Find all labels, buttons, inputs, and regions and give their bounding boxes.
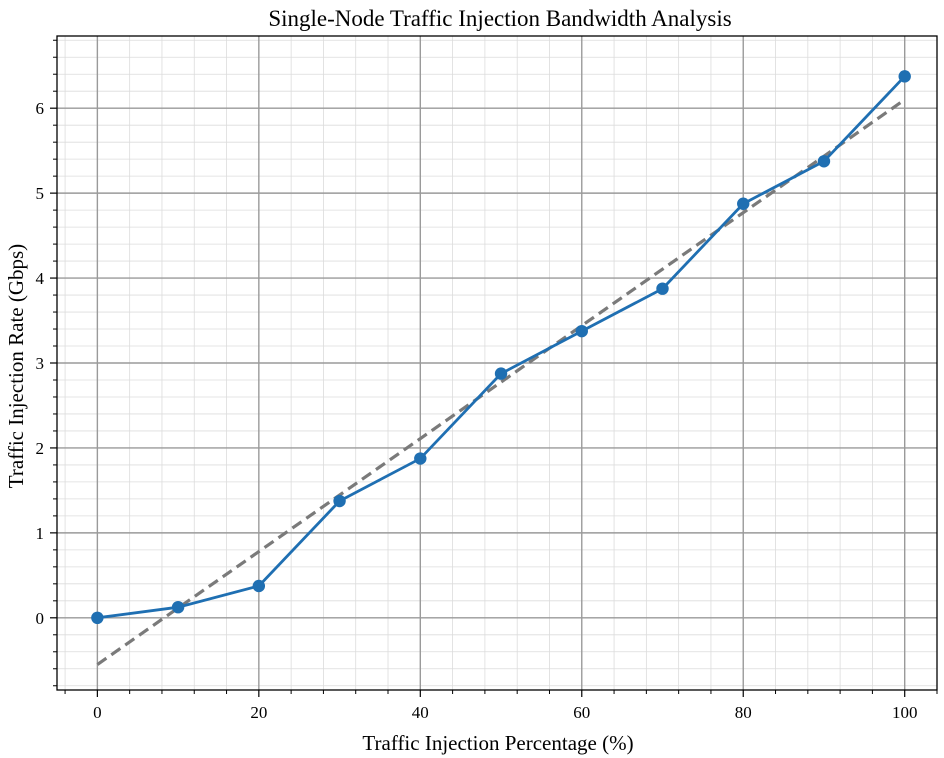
data-point xyxy=(333,494,346,508)
x-tick-label: 60 xyxy=(573,703,590,722)
y-tick-label: 1 xyxy=(36,524,45,543)
data-point xyxy=(252,579,266,593)
y-axis-label: Traffic Injection Rate (Gbps) xyxy=(4,244,28,488)
data-point xyxy=(898,70,911,83)
y-tick-label: 0 xyxy=(36,609,45,628)
tick-labels: 0 20 40 60 80 100 0 1 2 3 4 5 6 xyxy=(36,99,918,722)
y-tick-label: 3 xyxy=(36,354,45,373)
x-tick-label: 20 xyxy=(250,703,267,722)
x-tick-label: 40 xyxy=(412,703,429,722)
data-point xyxy=(414,452,427,465)
x-tick-label: 0 xyxy=(93,703,102,722)
series-line xyxy=(97,75,906,620)
y-tick-label: 6 xyxy=(36,99,45,118)
chart-title: Single-Node Traffic Injection Bandwidth … xyxy=(268,6,731,31)
x-tick-label: 80 xyxy=(735,703,752,722)
major-grid xyxy=(57,36,937,690)
data-point xyxy=(91,611,104,625)
x-tick-label: 100 xyxy=(892,703,918,722)
y-tick-label: 5 xyxy=(36,184,45,203)
data-point xyxy=(575,324,588,338)
trend-line xyxy=(96,98,906,666)
axis-ticks xyxy=(50,39,938,697)
data-point xyxy=(737,197,750,210)
series-layer xyxy=(91,70,911,666)
x-axis-label: Traffic Injection Percentage (%) xyxy=(362,731,633,755)
data-point xyxy=(656,282,669,295)
y-tick-label: 2 xyxy=(36,439,45,458)
data-point xyxy=(171,600,185,614)
data-point xyxy=(494,367,508,380)
data-point xyxy=(817,155,831,168)
y-tick-label: 4 xyxy=(36,269,45,288)
